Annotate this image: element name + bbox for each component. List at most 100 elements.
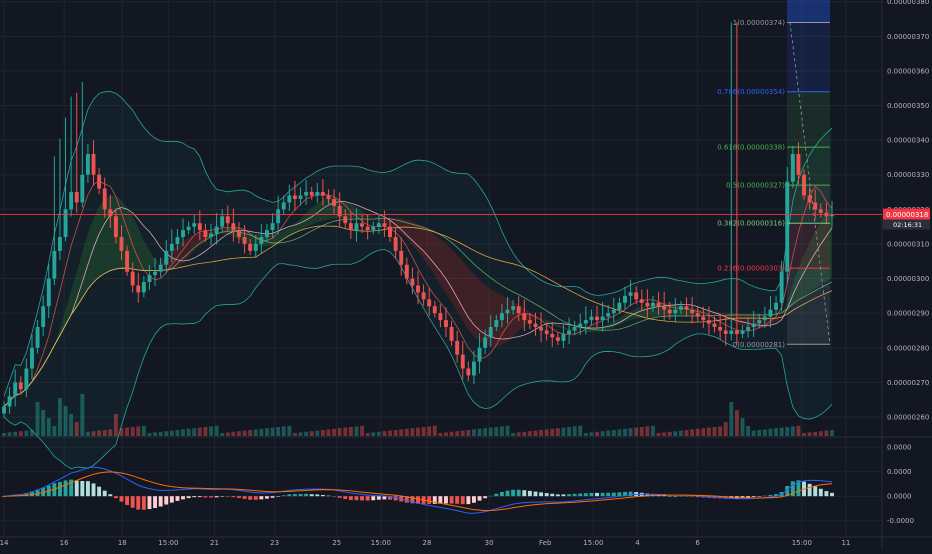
candle[interactable] xyxy=(113,216,118,238)
candle[interactable] xyxy=(416,285,420,293)
candle[interactable] xyxy=(589,316,594,321)
candle[interactable] xyxy=(197,223,202,231)
candle[interactable] xyxy=(449,327,454,341)
candle[interactable] xyxy=(628,292,633,296)
candle[interactable] xyxy=(326,195,331,199)
candle[interactable] xyxy=(505,309,510,314)
candle[interactable] xyxy=(320,192,325,196)
candle[interactable] xyxy=(410,278,415,286)
candle[interactable] xyxy=(701,316,706,321)
candle[interactable] xyxy=(611,309,616,314)
candle[interactable] xyxy=(399,250,404,265)
candle[interactable] xyxy=(46,278,51,307)
candle[interactable] xyxy=(746,327,751,331)
candle[interactable] xyxy=(13,382,18,397)
candles[interactable] xyxy=(2,22,834,418)
candle[interactable] xyxy=(740,330,745,334)
candle[interactable] xyxy=(304,192,309,196)
candle[interactable] xyxy=(35,327,40,348)
candle[interactable] xyxy=(550,333,555,338)
candle[interactable] xyxy=(432,306,437,314)
candle[interactable] xyxy=(656,302,661,307)
candle[interactable] xyxy=(2,406,6,414)
candle[interactable] xyxy=(796,153,801,175)
candle[interactable] xyxy=(102,188,107,210)
candle[interactable] xyxy=(471,361,476,376)
candle[interactable] xyxy=(421,292,426,300)
candle[interactable] xyxy=(477,347,482,362)
candle[interactable] xyxy=(790,153,795,182)
candle[interactable] xyxy=(41,306,46,327)
candle[interactable] xyxy=(662,306,667,310)
candle[interactable] xyxy=(248,243,253,251)
candle[interactable] xyxy=(673,309,678,314)
candle[interactable] xyxy=(220,216,225,227)
candle[interactable] xyxy=(276,209,281,224)
candle[interactable] xyxy=(595,316,599,321)
candle[interactable] xyxy=(18,382,23,390)
candle[interactable] xyxy=(488,327,493,338)
candle[interactable] xyxy=(561,333,566,341)
candle[interactable] xyxy=(606,313,611,317)
candle[interactable] xyxy=(203,230,208,238)
candle[interactable] xyxy=(460,354,465,369)
candle[interactable] xyxy=(136,285,141,293)
candle[interactable] xyxy=(270,223,275,231)
candle[interactable] xyxy=(365,226,370,231)
candle[interactable] xyxy=(533,323,538,327)
candle[interactable] xyxy=(404,264,409,279)
candle[interactable] xyxy=(264,230,269,238)
candle[interactable] xyxy=(30,347,34,369)
candle[interactable] xyxy=(762,316,767,321)
candle[interactable] xyxy=(734,330,739,334)
candle[interactable] xyxy=(527,320,532,324)
candle[interactable] xyxy=(567,330,572,334)
candle[interactable] xyxy=(74,192,79,203)
candle[interactable] xyxy=(830,214,834,217)
candle[interactable] xyxy=(281,202,286,210)
candle[interactable] xyxy=(393,237,398,251)
candle[interactable] xyxy=(617,302,622,310)
candle[interactable] xyxy=(807,195,812,203)
candle[interactable] xyxy=(181,230,185,238)
candle[interactable] xyxy=(52,250,57,279)
candle[interactable] xyxy=(455,340,460,355)
candle[interactable] xyxy=(97,174,102,189)
candle[interactable] xyxy=(583,320,588,324)
candle[interactable] xyxy=(186,226,191,231)
candle[interactable] xyxy=(231,223,236,231)
candle[interactable] xyxy=(69,192,74,210)
candle[interactable] xyxy=(572,327,577,331)
candle[interactable] xyxy=(645,302,650,307)
candle[interactable] xyxy=(214,226,219,234)
candle[interactable] xyxy=(309,192,314,196)
candle[interactable] xyxy=(427,299,432,307)
candle[interactable] xyxy=(141,282,146,293)
candle[interactable] xyxy=(813,202,818,210)
candle[interactable] xyxy=(147,275,152,283)
candle[interactable] xyxy=(57,237,62,251)
candle[interactable] xyxy=(578,323,583,327)
candle[interactable] xyxy=(209,233,213,238)
candle[interactable] xyxy=(818,209,823,213)
candle[interactable] xyxy=(354,223,359,231)
candle[interactable] xyxy=(388,226,392,238)
candle[interactable] xyxy=(225,216,230,224)
candle[interactable] xyxy=(751,323,756,327)
candle[interactable] xyxy=(695,313,700,317)
candle[interactable] xyxy=(634,292,639,300)
candle[interactable] xyxy=(80,174,85,203)
candle[interactable] xyxy=(24,368,29,390)
candle[interactable] xyxy=(158,264,163,272)
candle[interactable] xyxy=(376,223,381,227)
candle[interactable] xyxy=(623,295,627,303)
candle[interactable] xyxy=(729,330,734,334)
candle[interactable] xyxy=(522,313,527,321)
candle[interactable] xyxy=(779,271,784,303)
candle[interactable] xyxy=(164,250,169,265)
candle[interactable] xyxy=(382,223,387,227)
candle[interactable] xyxy=(298,195,303,199)
candle[interactable] xyxy=(7,396,12,407)
